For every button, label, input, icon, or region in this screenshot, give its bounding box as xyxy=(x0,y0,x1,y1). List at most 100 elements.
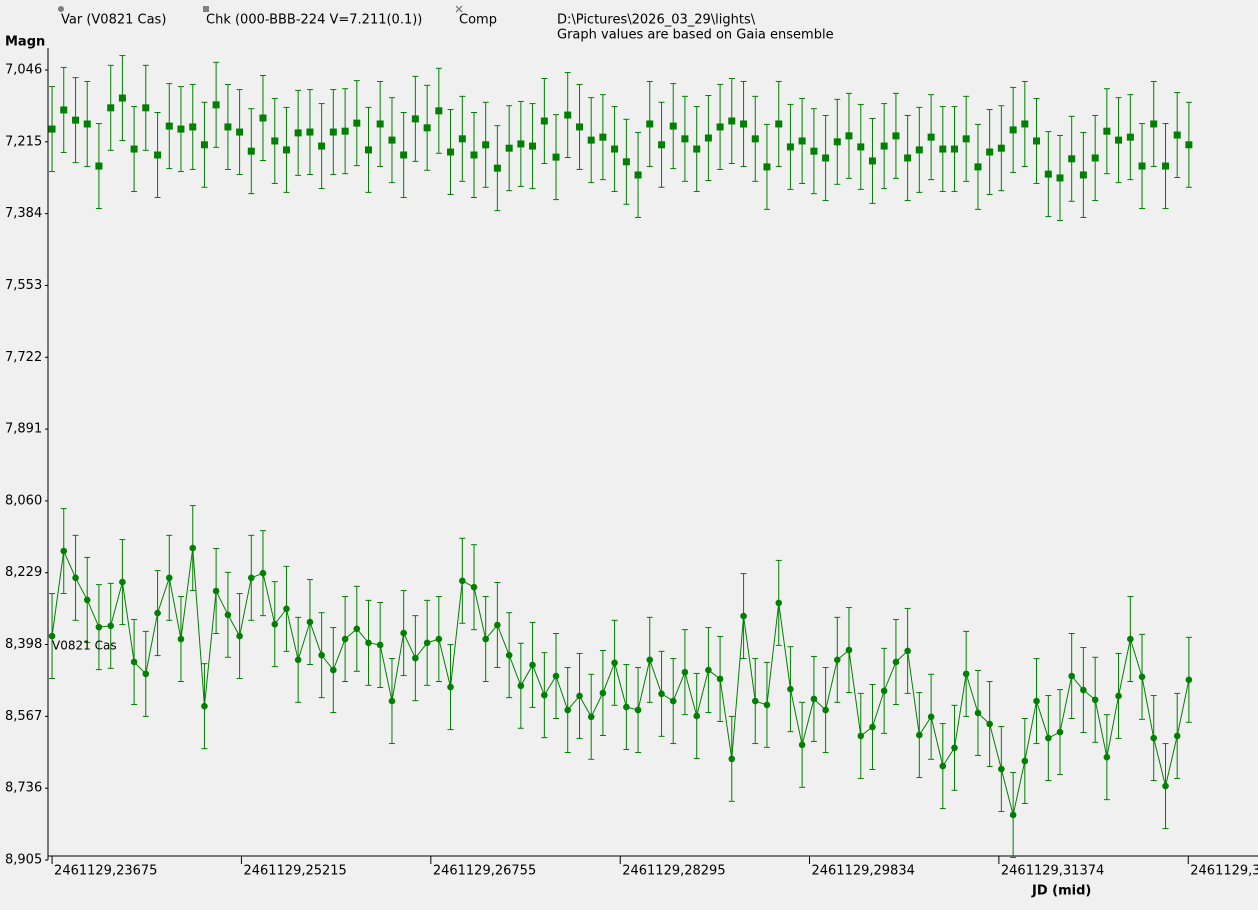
point xyxy=(154,609,161,617)
point xyxy=(1044,170,1052,178)
point xyxy=(189,123,197,131)
point xyxy=(83,120,91,128)
point xyxy=(1138,162,1146,170)
point xyxy=(400,151,408,159)
point xyxy=(798,137,806,145)
annotation: V0821 Cas xyxy=(52,639,117,653)
point xyxy=(529,661,536,669)
point xyxy=(822,154,830,162)
y-tick-label: 8,229 xyxy=(5,565,42,580)
x-axis-label: JD (mid) xyxy=(1031,884,1091,899)
point xyxy=(447,683,454,691)
point xyxy=(611,659,618,667)
point xyxy=(1033,697,1040,705)
point xyxy=(986,148,994,156)
point xyxy=(974,163,982,171)
point xyxy=(1150,734,1158,742)
point xyxy=(833,138,841,146)
point xyxy=(482,635,489,643)
point xyxy=(165,122,173,130)
point xyxy=(798,741,806,749)
point xyxy=(1127,635,1134,643)
point xyxy=(118,94,126,102)
point xyxy=(400,629,407,637)
point xyxy=(751,135,759,143)
point xyxy=(997,144,1005,152)
point xyxy=(1021,757,1029,765)
y-tick-label: 7,384 xyxy=(5,206,42,221)
point xyxy=(1103,127,1111,135)
point xyxy=(892,132,900,140)
y-tick-label: 7,046 xyxy=(5,63,42,78)
point xyxy=(1079,171,1087,179)
point xyxy=(247,147,255,155)
point xyxy=(329,128,337,136)
legend-marker xyxy=(203,6,209,12)
point xyxy=(459,577,466,585)
point xyxy=(564,111,572,119)
x-tick-label: 2461129,26755 xyxy=(433,864,536,879)
point xyxy=(974,709,982,717)
point xyxy=(154,151,162,159)
point xyxy=(927,713,935,721)
y-tick-label: 8,905 xyxy=(5,853,42,868)
point xyxy=(505,144,513,152)
point xyxy=(1103,753,1111,761)
point xyxy=(599,689,607,697)
point xyxy=(587,713,595,721)
point xyxy=(435,107,443,115)
point xyxy=(247,574,255,582)
point xyxy=(517,140,525,148)
point xyxy=(60,547,68,555)
point xyxy=(1009,126,1017,134)
point xyxy=(857,143,865,151)
point xyxy=(353,625,361,633)
point xyxy=(681,668,689,676)
point xyxy=(177,635,185,643)
point xyxy=(271,137,279,145)
point xyxy=(470,151,478,159)
point xyxy=(845,646,853,654)
point xyxy=(669,122,677,130)
y-axis-label: Magn xyxy=(5,35,45,50)
point xyxy=(740,612,747,620)
point xyxy=(552,153,560,161)
point xyxy=(669,697,677,705)
point xyxy=(200,141,208,149)
point xyxy=(212,587,220,595)
point xyxy=(986,720,993,728)
point xyxy=(810,147,818,155)
legend-label: Chk (000-BBB-224 V=7.211(0.1)) xyxy=(206,13,422,28)
point xyxy=(411,115,419,123)
point xyxy=(1068,155,1076,163)
point xyxy=(458,135,466,143)
point xyxy=(1126,133,1134,141)
point xyxy=(294,656,302,664)
point xyxy=(72,116,80,124)
point xyxy=(658,690,665,698)
y-tick-label: 8,060 xyxy=(5,493,42,508)
point xyxy=(857,732,865,740)
point xyxy=(576,692,583,700)
point xyxy=(1021,120,1029,128)
point xyxy=(189,544,197,552)
point xyxy=(1173,732,1181,740)
point xyxy=(763,701,771,709)
point xyxy=(107,622,115,630)
point xyxy=(142,104,150,112)
point xyxy=(951,744,958,752)
point xyxy=(341,127,349,135)
point xyxy=(423,639,431,647)
point xyxy=(517,682,525,690)
point xyxy=(259,114,267,122)
point xyxy=(236,632,243,640)
point xyxy=(587,136,595,144)
point xyxy=(681,135,689,143)
point xyxy=(1173,131,1181,139)
point xyxy=(1150,120,1158,128)
point xyxy=(412,654,419,662)
point xyxy=(165,574,173,582)
point xyxy=(1033,137,1041,145)
point xyxy=(822,706,829,714)
